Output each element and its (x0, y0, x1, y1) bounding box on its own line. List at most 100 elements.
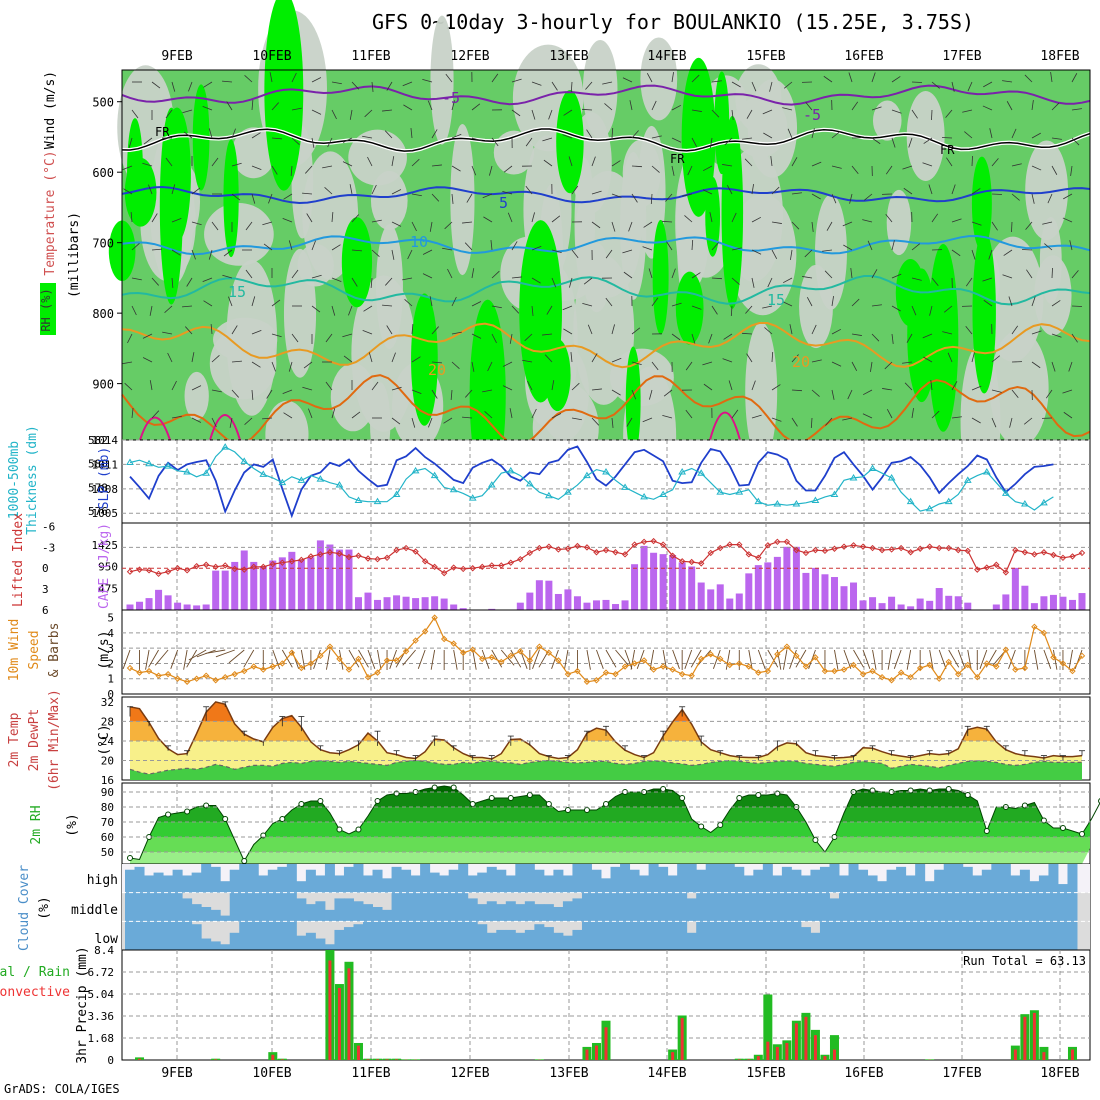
thickness-point (849, 473, 858, 481)
thickness-point (183, 468, 192, 475)
cloud-bar (515, 932, 526, 950)
surface-wind-barb (843, 649, 852, 669)
cloud-bar (343, 898, 354, 922)
cloud-bar (743, 921, 754, 950)
cloud-bar (210, 866, 221, 893)
cloud-bar (591, 892, 602, 922)
thickness-point (811, 496, 820, 503)
cloud-bar (382, 909, 393, 922)
upper-wind-barb (1062, 217, 1073, 223)
upper-wind-barb (891, 305, 901, 312)
surface-wind-barb (510, 649, 522, 668)
cloud-bar (420, 921, 431, 950)
wind-speed-point (736, 660, 743, 667)
cloud-bar (924, 881, 935, 893)
cloud-bar (486, 901, 497, 922)
upper-wind-barb (831, 328, 842, 335)
lifted-index-point (564, 545, 572, 552)
top-date-label: 9FEB (161, 49, 192, 64)
cloud-bar (886, 921, 897, 950)
upper-wind-barb (903, 187, 913, 195)
upper-wind-barb (951, 416, 962, 419)
upper-wind-barb (208, 249, 213, 260)
cape-bar (450, 604, 458, 610)
upper-wind-barb (231, 325, 238, 335)
lifted-index-point (345, 553, 353, 561)
cloud-bar (781, 892, 792, 922)
upper-wind-barb (731, 277, 740, 285)
lifted-index-point (402, 544, 410, 552)
cloud-bar (772, 921, 783, 950)
cape-bar (1030, 603, 1038, 610)
cloud-bar (753, 921, 764, 950)
upper-wind-barb (491, 73, 499, 83)
cape-bar (1002, 594, 1010, 610)
upper-wind-barb (131, 277, 142, 281)
cloud-bar (724, 921, 735, 950)
upper-wind-barb (571, 382, 580, 391)
cloud-bar (848, 864, 859, 893)
cloud-bar (315, 938, 326, 950)
cape-bar (869, 597, 877, 610)
upper-wind-barb (202, 277, 213, 282)
upper-wind-barb (542, 137, 553, 142)
bottom-date-label: 14FEB (647, 1066, 686, 1081)
precip-convective-bar (594, 1045, 598, 1060)
cloud-bar (1010, 921, 1021, 950)
cape-bar (821, 574, 829, 610)
cloud-bar (553, 907, 564, 922)
upper-wind-barb (386, 325, 393, 335)
upper-wind-barb (911, 305, 917, 316)
cloud-bar (781, 866, 792, 893)
cloud-bar (658, 921, 669, 950)
precip-convective-bar (1023, 1016, 1027, 1060)
upper-wind-barb (831, 389, 835, 400)
upper-wind-barb (730, 305, 733, 317)
upper-wind-barb (124, 382, 133, 391)
cloud-bar (315, 875, 326, 893)
wind-speed-point (1012, 666, 1019, 673)
rh-dry-region (745, 321, 778, 462)
upper-wind-barb (811, 389, 820, 397)
top-date-label: 16FEB (844, 49, 883, 64)
upper-wind-barb (1070, 165, 1073, 176)
pressure-tick-label: 900 (92, 378, 114, 392)
cape-bar (459, 608, 467, 610)
surface-wind-barb (532, 649, 540, 669)
lifted-index-point (669, 552, 676, 559)
cloud-bar (905, 875, 916, 893)
cape-bar (136, 601, 144, 610)
lifted-index-point (288, 558, 296, 565)
upper-wind-barb (1011, 128, 1017, 139)
upper-wind-barb (687, 165, 693, 176)
cloud-bar (1000, 921, 1011, 950)
cape-bar (954, 596, 962, 610)
cape-bar (697, 582, 705, 610)
upper-wind-barb (947, 352, 953, 363)
bottom-date-label: 10FEB (252, 1066, 291, 1081)
thickness-point (982, 468, 991, 475)
thickness-point (697, 469, 706, 476)
upper-wind-barb (342, 161, 353, 167)
cloud-bar (972, 892, 983, 922)
wind-speed-point (897, 669, 905, 676)
cape-bar (326, 544, 334, 610)
wind-tick-label: 2 (107, 657, 114, 670)
wind-speed-point (402, 648, 410, 655)
upper-wind-barb (351, 411, 361, 419)
cape-bar (945, 595, 953, 610)
cape-bar (935, 588, 943, 610)
upper-wind-barb (691, 109, 702, 112)
cloud-bar (458, 864, 469, 893)
upper-wind-barb (531, 408, 537, 419)
upper-wind-barb (211, 417, 217, 428)
rh-point (184, 808, 191, 815)
cloud-bar (534, 869, 545, 893)
cloud-bar (515, 864, 526, 893)
cloud-bar (934, 892, 945, 922)
wind-speed-point (440, 635, 448, 643)
cloud-bar (629, 869, 640, 893)
precip-convective-bar (794, 1023, 798, 1060)
surface-wind-barb (596, 649, 604, 669)
upper-wind-barb (831, 193, 837, 204)
